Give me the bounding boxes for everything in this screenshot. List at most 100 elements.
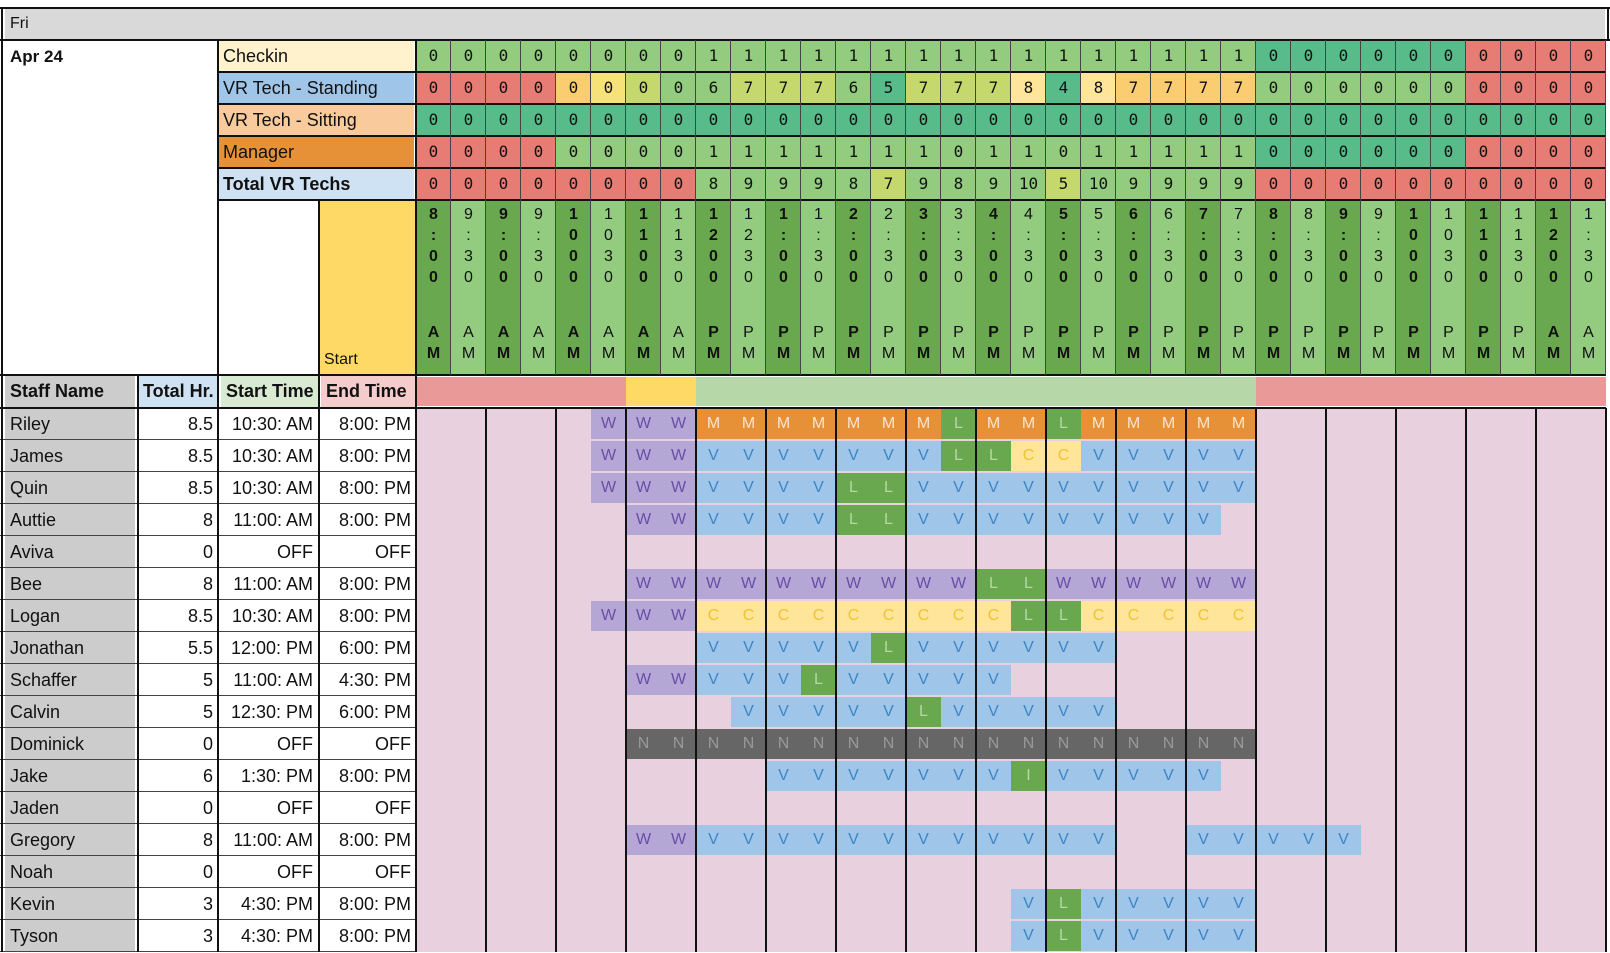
schedule-slot[interactable]: N <box>766 729 801 759</box>
summary-cell[interactable]: 0 <box>486 40 521 72</box>
staff-name[interactable]: James <box>5 440 135 472</box>
staff-total-hours[interactable]: 0 <box>202 862 213 882</box>
summary-cell[interactable]: 0 <box>1326 136 1361 168</box>
summary-cell[interactable]: 0 <box>486 168 521 200</box>
summary-cell[interactable]: 9 <box>1186 168 1221 200</box>
schedule-slot[interactable]: V <box>1011 505 1046 535</box>
summary-cell[interactable]: 0 <box>1571 72 1606 104</box>
summary-cell[interactable]: 1 <box>1221 136 1256 168</box>
summary-cell[interactable]: 0 <box>1291 136 1326 168</box>
staff-start-time[interactable]: 11:00: AM <box>233 670 313 690</box>
summary-cell[interactable]: 9 <box>976 168 1011 200</box>
schedule-slot[interactable]: V <box>836 825 871 855</box>
summary-cell[interactable]: 0 <box>1081 104 1116 136</box>
schedule-slot[interactable]: V <box>731 697 766 727</box>
schedule-slot[interactable]: V <box>801 633 836 663</box>
summary-cell[interactable]: 0 <box>1396 40 1431 72</box>
schedule-slot[interactable]: W <box>696 569 731 599</box>
summary-cell[interactable]: 0 <box>591 136 626 168</box>
schedule-slot[interactable]: W <box>661 665 696 695</box>
summary-cell[interactable]: 1 <box>696 40 731 72</box>
schedule-slot[interactable]: M <box>731 409 766 439</box>
schedule-slot[interactable]: V <box>1116 761 1151 791</box>
schedule-slot[interactable]: V <box>976 473 1011 503</box>
summary-cell[interactable]: 0 <box>1501 104 1536 136</box>
staff-name[interactable]: Gregory <box>5 824 135 856</box>
summary-label[interactable]: VR Tech - Standing <box>218 72 414 104</box>
schedule-slot[interactable]: W <box>1081 569 1116 599</box>
schedule-slot[interactable]: M <box>1151 409 1186 439</box>
schedule-slot[interactable]: V <box>1186 889 1221 919</box>
schedule-slot[interactable]: V <box>1081 441 1116 471</box>
staff-name[interactable]: Bee <box>5 568 135 600</box>
schedule-slot[interactable]: C <box>1011 441 1046 471</box>
summary-cell[interactable]: 0 <box>1291 72 1326 104</box>
staff-total-hours[interactable]: 5 <box>202 702 213 722</box>
schedule-slot[interactable]: C <box>871 601 906 631</box>
schedule-slot[interactable]: L <box>871 505 906 535</box>
summary-cell[interactable]: 0 <box>941 104 976 136</box>
summary-cell[interactable]: 0 <box>1396 136 1431 168</box>
schedule-slot[interactable]: V <box>1186 441 1221 471</box>
schedule-slot[interactable]: V <box>1116 921 1151 951</box>
schedule-slot[interactable]: W <box>661 441 696 471</box>
summary-cell[interactable]: 1 <box>766 136 801 168</box>
schedule-slot[interactable]: V <box>836 633 871 663</box>
summary-cell[interactable]: 1 <box>766 40 801 72</box>
schedule-slot[interactable]: V <box>1081 633 1116 663</box>
summary-label[interactable]: Checkin <box>218 40 414 72</box>
schedule-slot[interactable]: V <box>766 633 801 663</box>
schedule-slot[interactable]: W <box>591 473 626 503</box>
summary-cell[interactable]: 0 <box>556 40 591 72</box>
schedule-slot[interactable]: W <box>1116 569 1151 599</box>
staff-name[interactable]: Noah <box>5 856 135 888</box>
schedule-slot[interactable]: V <box>1256 825 1291 855</box>
schedule-slot[interactable]: V <box>1186 505 1221 535</box>
schedule-slot[interactable]: W <box>941 569 976 599</box>
schedule-slot[interactable]: V <box>1081 825 1116 855</box>
staff-name[interactable]: Dominick <box>5 728 135 760</box>
summary-cell[interactable]: 0 <box>416 136 451 168</box>
schedule-slot[interactable]: V <box>766 441 801 471</box>
summary-cell[interactable]: 9 <box>801 168 836 200</box>
summary-cell[interactable]: 0 <box>1431 136 1466 168</box>
staff-end-time[interactable]: 8:00: PM <box>338 414 411 434</box>
schedule-slot[interactable]: W <box>626 665 661 695</box>
summary-cell[interactable]: 0 <box>661 40 696 72</box>
staff-start-time[interactable]: OFF <box>277 542 313 562</box>
summary-cell[interactable]: 0 <box>1291 104 1326 136</box>
staff-total-hours[interactable]: 8 <box>202 574 213 594</box>
summary-cell[interactable]: 0 <box>1256 136 1291 168</box>
schedule-slot[interactable]: V <box>941 473 976 503</box>
schedule-slot[interactable]: V <box>1081 473 1116 503</box>
schedule-slot[interactable]: V <box>1046 633 1081 663</box>
schedule-slot[interactable]: M <box>1221 409 1256 439</box>
schedule-slot[interactable]: W <box>591 409 626 439</box>
summary-cell[interactable]: 1 <box>1081 40 1116 72</box>
schedule-slot[interactable]: V <box>1011 825 1046 855</box>
schedule-slot[interactable]: V <box>976 633 1011 663</box>
summary-cell[interactable]: 0 <box>556 72 591 104</box>
summary-cell[interactable]: 0 <box>1046 136 1081 168</box>
summary-cell[interactable]: 9 <box>1221 168 1256 200</box>
schedule-slot[interactable]: N <box>871 729 906 759</box>
schedule-slot[interactable]: V <box>1116 889 1151 919</box>
summary-cell[interactable]: 0 <box>766 104 801 136</box>
summary-cell[interactable]: 0 <box>1326 40 1361 72</box>
summary-cell[interactable]: 0 <box>486 136 521 168</box>
summary-cell[interactable]: 0 <box>1326 72 1361 104</box>
schedule-slot[interactable]: M <box>836 409 871 439</box>
staff-end-time[interactable]: 8:00: PM <box>338 830 411 850</box>
summary-cell[interactable]: 0 <box>1326 168 1361 200</box>
schedule-slot[interactable]: V <box>766 473 801 503</box>
staff-end-time[interactable]: 8:00: PM <box>338 926 411 946</box>
schedule-slot[interactable]: V <box>801 441 836 471</box>
schedule-slot[interactable]: V <box>731 665 766 695</box>
summary-cell[interactable]: 8 <box>696 168 731 200</box>
schedule-slot[interactable]: L <box>836 505 871 535</box>
schedule-slot[interactable]: V <box>1081 697 1116 727</box>
schedule-slot[interactable]: V <box>906 761 941 791</box>
